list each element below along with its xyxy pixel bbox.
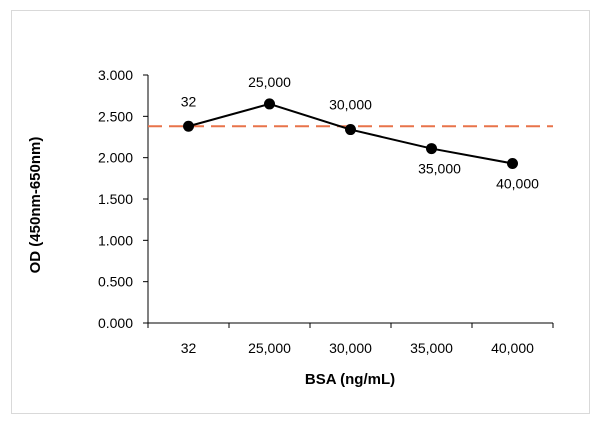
data-label: 32: [181, 93, 197, 109]
y-tick-label: 0.000: [98, 315, 133, 331]
x-tick-label: 30,000: [329, 340, 372, 356]
data-point: [183, 120, 194, 132]
data-label: 35,000: [418, 161, 461, 177]
data-label: 40,000: [496, 175, 539, 191]
y-tick-label: 2.500: [98, 108, 133, 124]
data-point: [507, 157, 518, 169]
y-tick-label: 1.500: [98, 191, 133, 207]
x-axis-title: BSA (ng/mL): [305, 371, 395, 388]
y-axis-title: OD (450nm-650nm): [27, 137, 44, 274]
x-tick-label: 25,000: [248, 340, 291, 356]
y-tick-label: 1.000: [98, 232, 133, 248]
x-tick-label: 35,000: [410, 340, 453, 356]
data-point: [345, 124, 356, 136]
data-label: 30,000: [329, 97, 372, 113]
y-tick-label: 2.000: [98, 150, 133, 166]
x-tick-label: 40,000: [491, 340, 534, 356]
x-tick-label: 32: [181, 340, 197, 356]
chart-frame: [11, 10, 590, 414]
data-label: 25,000: [248, 74, 291, 90]
data-point: [426, 143, 437, 155]
data-point: [264, 98, 275, 110]
y-tick-label: 3.000: [98, 67, 133, 83]
y-tick-label: 0.500: [98, 274, 133, 290]
